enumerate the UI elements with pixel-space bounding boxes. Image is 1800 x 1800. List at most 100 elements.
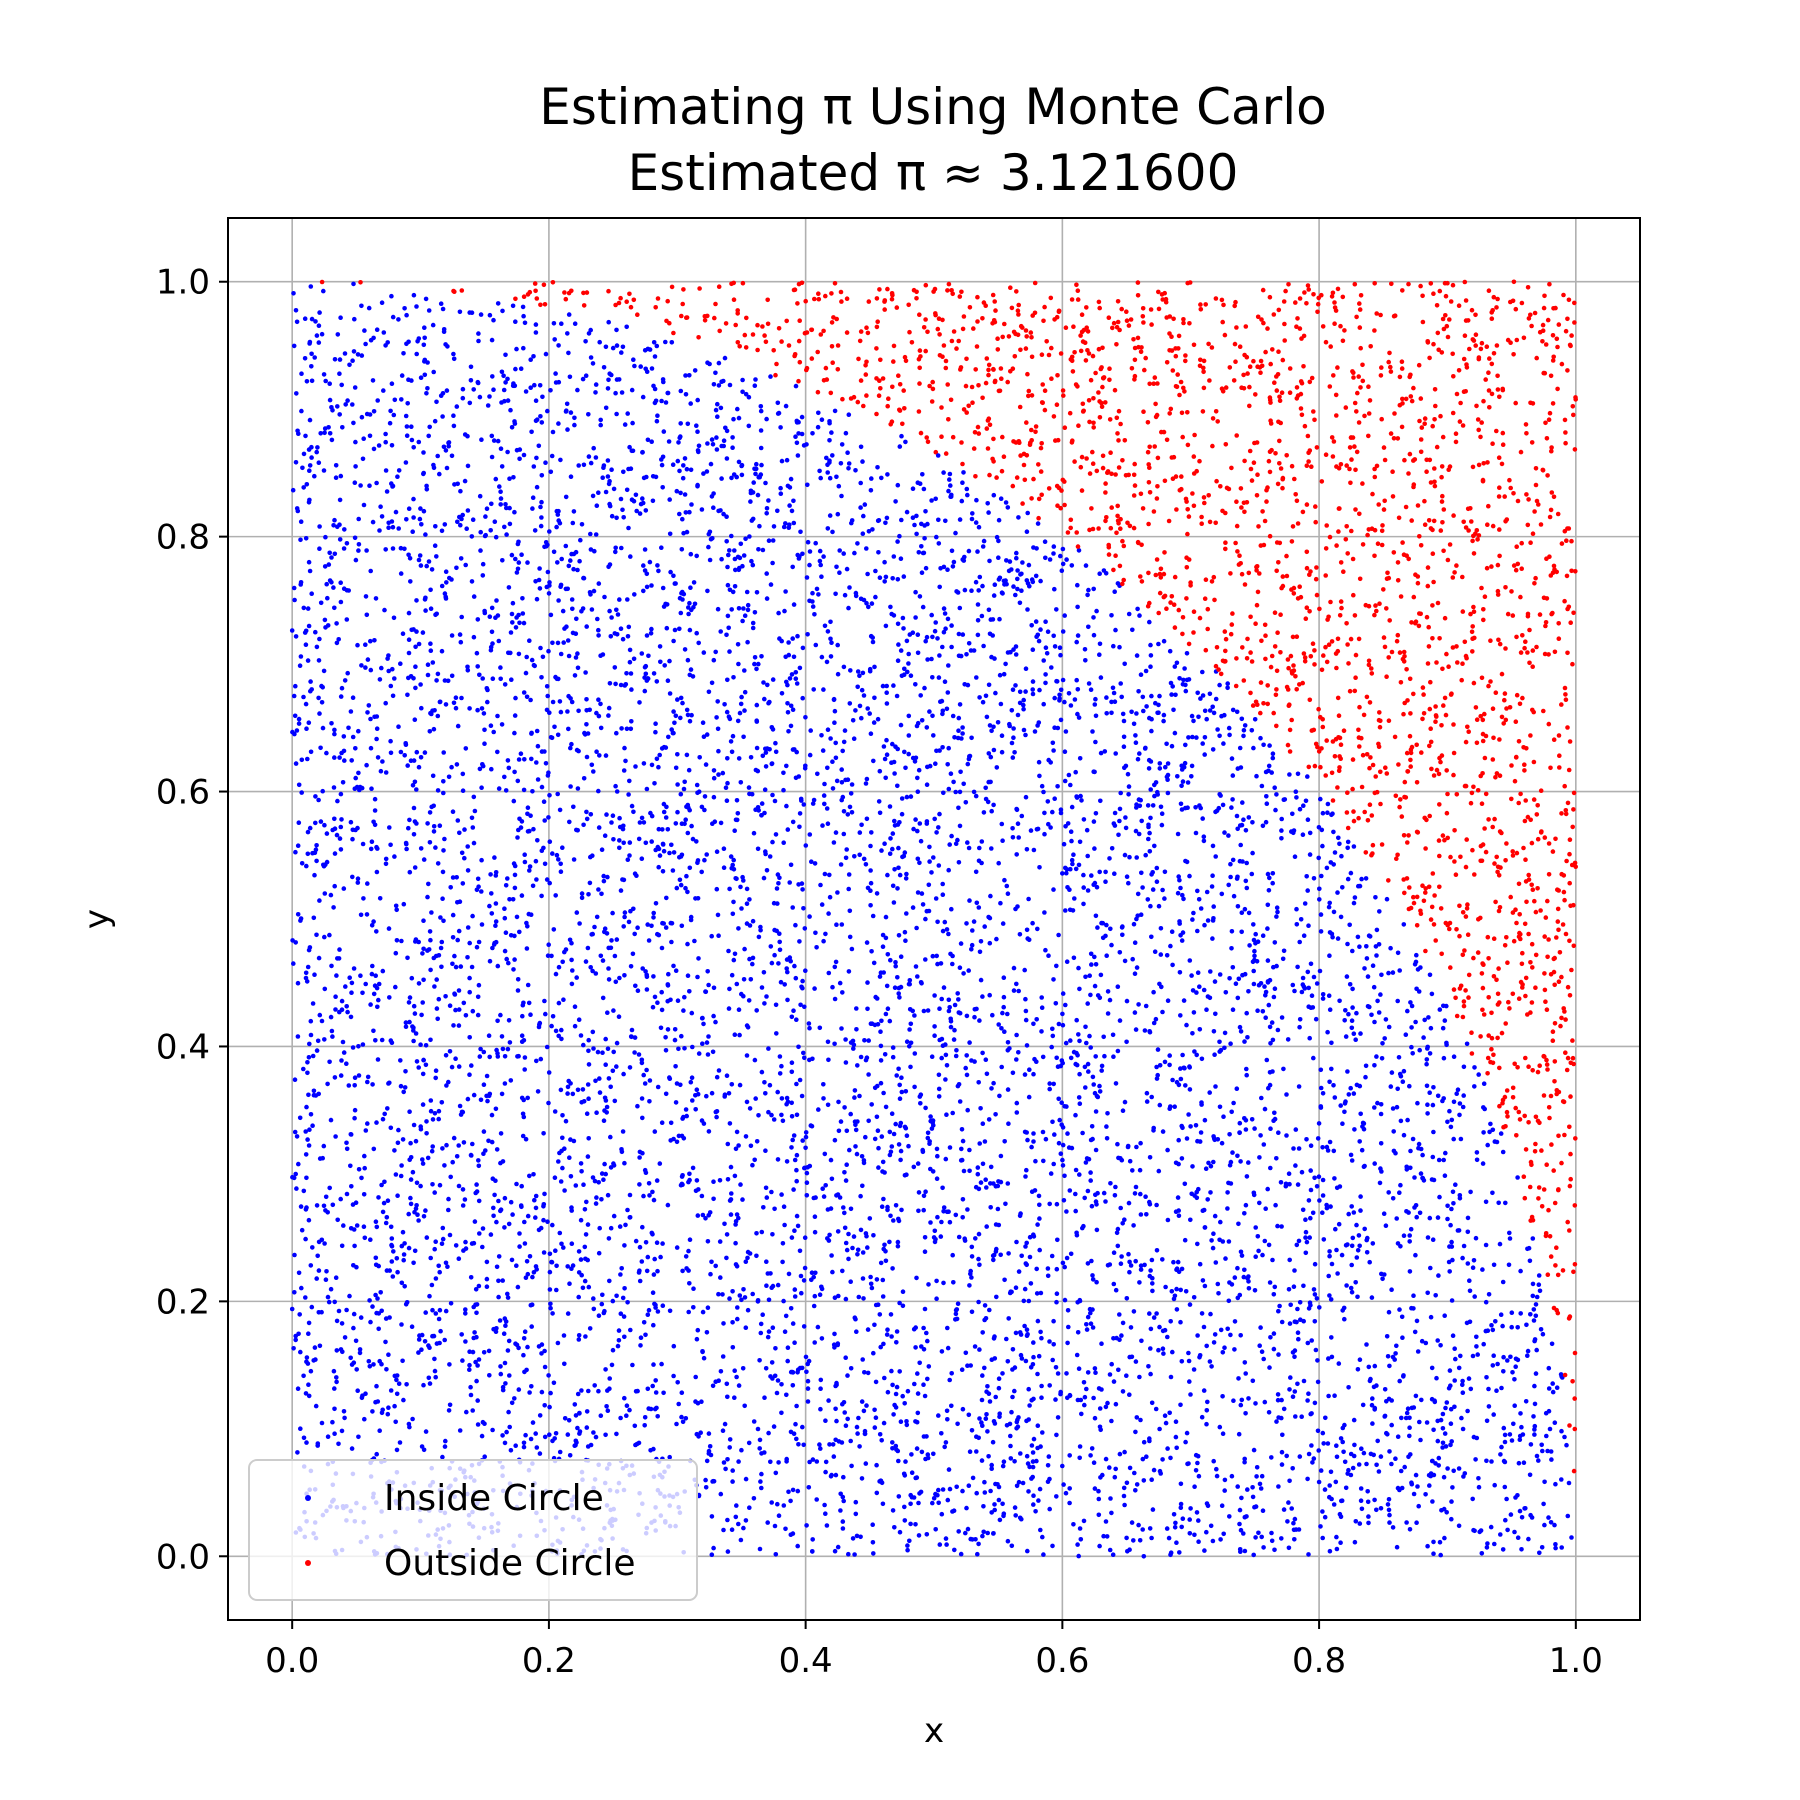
point-outside [1335,785,1340,790]
point-inside [1351,1210,1357,1215]
point-inside [1305,817,1311,822]
point-outside [1205,626,1210,632]
point-inside [846,969,852,974]
point-inside [647,559,653,565]
point-inside [365,881,370,886]
point-outside [1439,951,1444,957]
point-inside [790,905,795,910]
point-outside [1369,813,1375,818]
point-inside [585,1222,591,1227]
point-inside [925,657,930,662]
point-inside [791,1008,796,1013]
point-inside [819,574,824,579]
point-inside [1148,787,1153,792]
point-inside [816,1107,821,1112]
point-inside [1187,1379,1192,1384]
point-inside [408,1201,414,1207]
point-inside [1062,1173,1067,1179]
point-inside [1279,836,1284,841]
point-inside [312,355,318,360]
point-outside [1542,971,1547,976]
point-inside [1027,1464,1032,1470]
point-outside [1273,451,1278,456]
point-inside [718,1491,724,1497]
point-inside [593,390,598,395]
point-inside [1252,953,1257,959]
point-outside [991,366,996,372]
point-outside [1149,322,1154,327]
point-outside [1302,659,1308,664]
point-outside [1234,325,1239,330]
point-outside [1110,325,1115,331]
point-inside [1049,1044,1054,1050]
point-inside [751,1419,757,1424]
point-inside [1346,1385,1351,1390]
point-outside [1009,305,1015,311]
point-inside [569,1241,575,1246]
point-inside [455,519,460,525]
point-outside [1567,938,1572,944]
point-inside [1242,1514,1248,1520]
point-inside [1179,1266,1185,1272]
point-inside [878,970,884,975]
point-inside [993,690,998,696]
point-outside [1360,542,1366,547]
point-inside [516,757,522,762]
point-inside [1187,1065,1192,1070]
point-inside [1353,1037,1358,1042]
point-inside [913,1345,918,1350]
point-inside [596,788,601,794]
point-inside [844,566,850,572]
point-inside [675,998,681,1003]
point-inside [919,981,924,986]
point-outside [1233,359,1238,365]
point-inside [1001,671,1007,677]
point-inside [293,1337,299,1343]
point-inside [593,1078,598,1084]
point-inside [965,1207,970,1212]
point-inside [875,465,880,470]
point-inside [420,1102,426,1107]
point-inside [1151,1315,1157,1320]
point-outside [1386,359,1391,365]
point-outside [1555,511,1561,517]
point-outside [1504,1088,1510,1093]
point-inside [1343,1485,1349,1491]
point-inside [1009,1543,1015,1549]
point-outside [1561,889,1567,895]
point-inside [383,856,389,862]
point-inside [859,715,864,721]
point-outside [1048,295,1054,301]
point-outside [1559,1015,1564,1021]
point-inside [897,533,902,539]
point-outside [1344,621,1349,626]
point-outside [1124,309,1129,315]
point-inside [882,559,887,565]
point-inside [861,693,867,698]
point-inside [1088,1045,1093,1050]
point-inside [624,324,629,330]
point-inside [573,1183,579,1188]
point-inside [1109,1510,1114,1516]
point-inside [587,880,593,886]
point-inside [654,679,660,684]
point-inside [949,623,954,628]
point-inside [820,748,826,753]
point-outside [1396,515,1402,521]
point-inside [1124,1535,1129,1541]
point-inside [716,383,722,388]
point-outside [1180,615,1186,620]
point-inside [967,898,972,903]
point-outside [803,298,808,304]
point-inside [861,1160,867,1166]
point-inside [1010,1394,1015,1400]
point-inside [685,973,691,978]
point-inside [347,1293,352,1299]
point-inside [873,568,878,574]
point-inside [486,1033,492,1038]
point-outside [1367,802,1373,807]
point-outside [1496,455,1502,461]
point-inside [767,1082,773,1088]
point-inside [349,1446,355,1451]
point-inside [382,607,387,613]
